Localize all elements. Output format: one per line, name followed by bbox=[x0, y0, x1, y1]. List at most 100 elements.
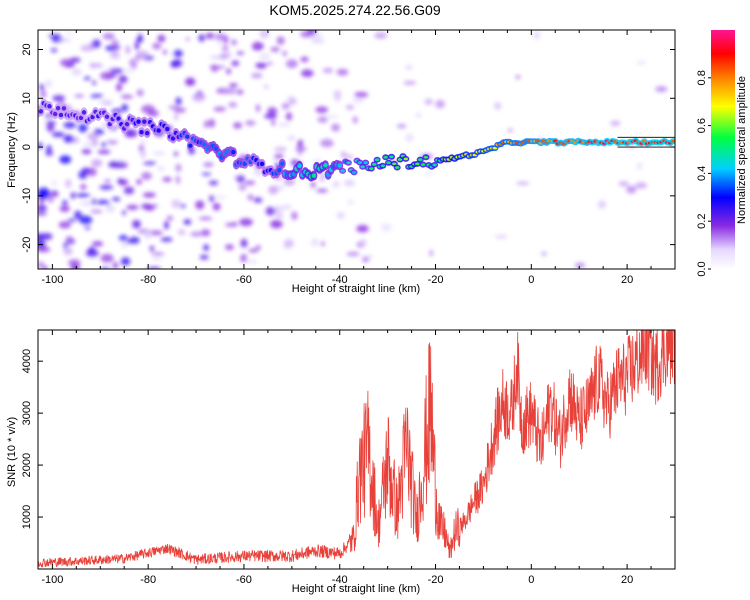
spectrogram-speckle bbox=[275, 212, 284, 220]
spectrogram-speckle bbox=[87, 132, 100, 141]
spectrogram-speckle bbox=[171, 199, 181, 209]
spectrogram-speckle bbox=[319, 173, 325, 182]
spectrogram-speckle bbox=[91, 159, 103, 168]
spectrogram-speckle bbox=[175, 175, 181, 185]
spectrogram-speckle bbox=[286, 59, 298, 69]
spectrogram-speckle bbox=[297, 139, 304, 148]
spectrogram-speckle bbox=[300, 30, 314, 38]
ridge-core bbox=[323, 162, 328, 168]
spectrogram-speckle bbox=[247, 194, 254, 201]
spectrogram-speckle bbox=[244, 180, 256, 185]
spectrogram-speckle bbox=[129, 236, 140, 244]
spectrogram-speckle bbox=[65, 179, 72, 188]
spectrogram-speckle bbox=[105, 204, 116, 213]
ridge-core bbox=[277, 167, 282, 173]
spectrogram-speckle bbox=[173, 49, 183, 58]
ridge-core bbox=[116, 116, 121, 121]
snr-plot-area bbox=[38, 330, 675, 569]
spectrogram-speckle bbox=[268, 185, 279, 195]
spectrogram-speckle bbox=[99, 99, 113, 106]
spectrogram-speckle bbox=[240, 238, 248, 248]
spectrogram-speckle bbox=[248, 248, 259, 253]
x-tick-label: 0 bbox=[528, 274, 534, 286]
spectrogram-speckle bbox=[286, 96, 296, 101]
spectrogram-speckle bbox=[636, 60, 646, 65]
spectrogram-speckle bbox=[63, 134, 74, 143]
spectrogram-speckle bbox=[281, 102, 290, 110]
x-tick-label: -60 bbox=[236, 574, 252, 586]
spectrogram-speckle bbox=[70, 192, 76, 199]
ridge-core bbox=[188, 143, 193, 148]
spectrogram-speckle bbox=[180, 203, 186, 209]
spectrogram-speckle bbox=[223, 87, 237, 95]
spectrogram-speckle bbox=[265, 206, 276, 216]
spectrogram-speckle bbox=[84, 226, 91, 230]
ridge-core bbox=[185, 134, 190, 139]
ridge-core bbox=[61, 106, 67, 111]
spectrogram-speckle bbox=[346, 105, 354, 110]
snr-series-line bbox=[38, 330, 675, 568]
spectrogram-speckle bbox=[177, 229, 186, 236]
spectrogram-speckle bbox=[121, 240, 127, 249]
spectrogram-speckle bbox=[574, 262, 586, 269]
spectrogram-speckle bbox=[175, 163, 182, 172]
x-tick-label: -60 bbox=[236, 274, 252, 286]
spectrogram-speckle bbox=[151, 256, 163, 261]
spectrogram-speckle bbox=[144, 230, 152, 240]
spectrogram-speckle bbox=[38, 233, 45, 242]
spectrogram-speckle bbox=[315, 106, 329, 114]
ridge-core bbox=[104, 114, 110, 120]
spectrogram-speckle bbox=[209, 195, 215, 202]
ridge-core bbox=[259, 161, 265, 167]
spectrogram-speckle bbox=[610, 120, 621, 127]
colorbar-label: Normalized spectral amplitude bbox=[736, 76, 748, 224]
spectrogram-speckle bbox=[198, 34, 205, 42]
spectrogram-speckle bbox=[96, 199, 110, 205]
ridge-core bbox=[170, 136, 176, 141]
spectrogram-speckle bbox=[266, 61, 273, 65]
spectrogram-speckle bbox=[80, 184, 87, 190]
colorbar-tick-label: 0.0 bbox=[696, 261, 708, 276]
ridge-core bbox=[403, 157, 408, 161]
colorbar: 0.0 0.2 0.4 0.6 0.8 Normalized spectral ampl… bbox=[696, 30, 748, 277]
spectrogram-speckle bbox=[245, 120, 256, 126]
spectrogram-speckle bbox=[283, 239, 295, 248]
spectrogram-speckle bbox=[85, 249, 99, 258]
ridge-core bbox=[380, 164, 385, 168]
spectrogram-speckle bbox=[405, 65, 413, 70]
spectrogram-speckle bbox=[121, 104, 128, 112]
spectrogram-speckle bbox=[415, 112, 422, 118]
spectrogram-speckle bbox=[58, 38, 72, 42]
colorbar-tick-label: 0.8 bbox=[696, 70, 708, 85]
spectrogram-speckle bbox=[374, 32, 388, 39]
spectrogram-speckle bbox=[255, 62, 267, 69]
spectrogram-speckle bbox=[251, 73, 263, 79]
ridge-core bbox=[423, 155, 429, 159]
spectrogram-speckle bbox=[320, 241, 325, 246]
ridge-core bbox=[418, 158, 423, 161]
spectrogram-speckle bbox=[43, 265, 48, 269]
ridge-core bbox=[420, 163, 426, 166]
spectrogram-speckle bbox=[222, 45, 229, 52]
spectrogram-speckle bbox=[195, 200, 205, 210]
spectrogram-speckle bbox=[425, 171, 431, 176]
spectrogram-speckle bbox=[91, 241, 104, 247]
spectrogram-speckle bbox=[136, 179, 143, 185]
ridge-core bbox=[386, 161, 391, 165]
spectrogram-speckle bbox=[49, 191, 59, 198]
y-tick-label: -20 bbox=[21, 237, 33, 253]
spectrogram-speckle bbox=[110, 68, 124, 74]
ridge-core bbox=[415, 162, 420, 166]
spectrogram-speckle bbox=[190, 231, 204, 237]
ridge-core bbox=[136, 119, 141, 124]
spectrogram-speckle bbox=[507, 128, 513, 132]
spectrogram-speckle bbox=[123, 186, 135, 195]
snr-y-axis-label: SNR (10 * v/v) bbox=[6, 417, 18, 487]
spectrogram-speckle bbox=[156, 165, 166, 172]
spectrogram-speckle bbox=[52, 95, 65, 102]
spectrogram-speckle bbox=[334, 94, 341, 102]
spectrogram-speckle bbox=[351, 98, 365, 104]
spectrogram-speckle bbox=[170, 60, 179, 68]
